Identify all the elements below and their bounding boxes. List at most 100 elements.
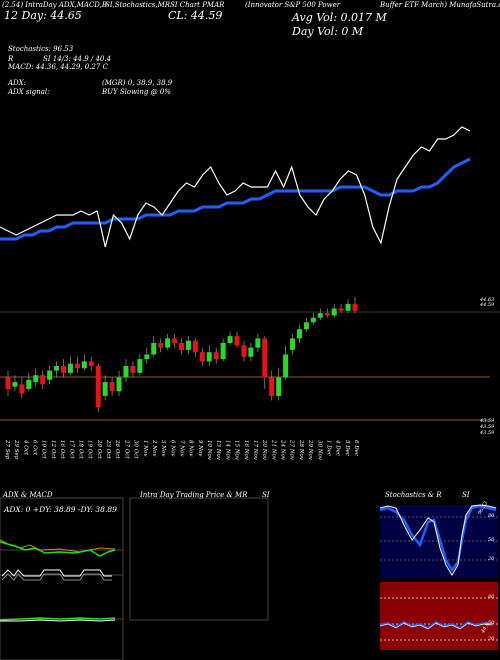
x-axis-label: 27 Nov (289, 439, 295, 461)
rsi-tick-50: 50 (488, 620, 495, 626)
price-label-top-1: 44.63 (480, 297, 495, 303)
candle-bullish (303, 322, 309, 330)
candle-bullish (67, 363, 73, 373)
x-axis-label: 13 Nov (215, 440, 221, 461)
x-axis-label: 10 Oct (41, 440, 47, 459)
twelve-day-label: 12 Day: 44.65 (4, 9, 82, 22)
candle-bullish (331, 308, 337, 316)
x-axis-label: 21 Nov (270, 439, 276, 461)
adx-panel-value: ADX: 0 +DY: 38.89 -DY: 38.89 (4, 505, 117, 514)
candle-bearish (19, 384, 25, 394)
candle-bullish (227, 336, 233, 343)
x-axis-label: 14 Nov (224, 440, 230, 461)
day-vol-label: Day Vol: 0 M (292, 25, 364, 38)
mgr-value: (MGR) 0, 38.9, 38.9 (102, 79, 173, 87)
x-axis-label: 1 Nov (142, 440, 148, 457)
x-axis-label: 20 Oct (96, 439, 102, 459)
x-axis-label: 18 Oct (77, 440, 83, 459)
adx-line-white (1, 569, 112, 577)
candle-bullish (81, 361, 87, 369)
candle-bullish (345, 303, 351, 311)
candle-bullish (26, 379, 32, 389)
stochastics-value: Stochastics: 96.53 (8, 45, 74, 53)
candle-bullish (317, 313, 323, 318)
x-axis-label: 20 Nov (261, 439, 267, 461)
si-value: SI 14/3: 44.9 / 40.4 (43, 55, 112, 63)
candle-bullish (255, 338, 261, 348)
adx-panel-title: ADX & MACD (3, 491, 53, 499)
rsi-tick-20: 20 (488, 636, 495, 642)
candle-bearish (95, 366, 101, 408)
x-axis-label: 29 Nov (307, 439, 313, 461)
candle-bullish (290, 338, 296, 350)
candle-bullish (283, 354, 289, 378)
candle-bearish (241, 345, 247, 357)
candle-bullish (151, 343, 157, 355)
candle-bearish (179, 343, 184, 350)
x-axis-label: 6 Oct (32, 440, 38, 456)
header-text-1: (2.54) IntraDay ADX,MACD,B (2, 1, 108, 9)
candle-bullish (137, 359, 143, 373)
macd-line-white (0, 619, 116, 622)
x-axis-label: 29 Sep (13, 439, 19, 460)
candle-bearish (158, 343, 164, 348)
candle-bullish (116, 377, 122, 392)
adx-line-white-2 (1, 573, 112, 581)
candle-bearish (192, 340, 198, 353)
price-label-bottom-1: 43.59 (480, 418, 495, 424)
stoch-panel-si: SI (462, 491, 470, 499)
x-axis-label: 4 Oct (22, 439, 28, 456)
candle-bullish (310, 317, 316, 323)
candle-bearish (234, 336, 240, 346)
x-axis-label: 4 Dec (335, 439, 341, 456)
candle-bullish (248, 347, 254, 357)
x-axis-label: 2 Nov (151, 439, 157, 457)
candle-bullish (165, 338, 171, 348)
stoch-white (379, 504, 497, 576)
stoch-blue (379, 504, 497, 573)
x-axis-label: 6 Nov (169, 440, 175, 457)
candle-bullish (206, 352, 212, 362)
x-axis-label: 15 Nov (234, 440, 240, 461)
mr-panel (129, 497, 269, 621)
price-label-bottom-2: 43.59 (480, 424, 495, 430)
rsi-white (379, 622, 493, 630)
candle-bullish (12, 382, 18, 387)
stoch-panel-title: Stochastics & R (385, 491, 442, 499)
candle-bearish (88, 361, 94, 366)
rsi-panel (380, 582, 498, 650)
header-text-3: SI Chart PMAR (170, 1, 225, 9)
x-axis-label: 26 Oct (114, 439, 120, 459)
x-axis-label: 23 Oct (105, 439, 111, 459)
x-axis-label: 7 Nov (179, 440, 185, 457)
close-label: CL: 44.59 (168, 9, 223, 22)
header-text-5: Buffer ETF March) MunafaSutra.com (380, 1, 500, 9)
candle-bearish (109, 382, 115, 392)
candle-bearish (338, 308, 344, 311)
x-axis-label: 5 Dec (344, 440, 350, 456)
header-text-4: (Innovator S&P 500 Power (245, 1, 341, 9)
adx-line-green (0, 541, 116, 557)
candle-bullish (220, 343, 226, 360)
x-axis-label: 27 Sep (4, 439, 10, 460)
candle-bearish (262, 338, 268, 378)
price-label-bottom-3: 43.59 (480, 430, 495, 436)
candle-bearish (352, 303, 358, 311)
x-axis-label: 28 Nov (298, 439, 304, 461)
x-axis-label: 24 Nov (280, 439, 286, 461)
adx-signal-label: ADX signal: (8, 88, 50, 96)
candle-bearish (172, 338, 178, 343)
x-axis-label: 6 Dec (353, 440, 359, 456)
x-axis-label: 30 Oct (133, 440, 139, 459)
x-axis-label: 17 Oct (68, 440, 74, 459)
macd-line-green (0, 617, 116, 621)
x-axis-label: 30 Nov (316, 440, 322, 461)
candle-bullish (47, 370, 53, 380)
x-axis-label: 27 Oct (123, 439, 129, 459)
r-label: R (8, 55, 14, 63)
buy-signal: BUY Slowing @ 0% (102, 88, 171, 96)
adx-macd-panel (0, 497, 124, 660)
candle-bullish (185, 340, 191, 350)
x-axis-label: 12 Oct (50, 440, 56, 459)
